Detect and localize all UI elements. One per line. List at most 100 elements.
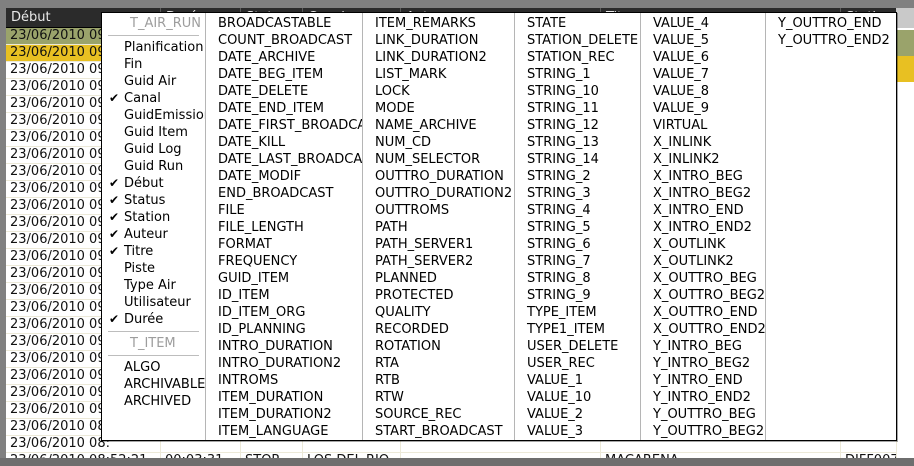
menu-item[interactable]: ITEM_DURATION2 [206,406,362,423]
menu-item[interactable]: FREQUENCY [206,253,362,270]
menu-item[interactable]: VIRTUAL [641,117,765,134]
menu-item[interactable]: QUALITY [363,304,514,321]
menu-item[interactable]: X_INTRO_BEG2 [641,185,765,202]
menu-item[interactable]: Fin [102,56,205,73]
menu-item[interactable]: STATION_DELETE [515,32,640,49]
menu-item[interactable]: X_OUTTRO_END2 [641,321,765,338]
menu-item[interactable]: VALUE_5 [641,32,765,49]
menu-item[interactable]: ARCHIVABLE [102,376,205,393]
menu-item[interactable]: PROTECTED [363,287,514,304]
menu-item[interactable]: ✔ Titre [102,243,205,260]
menu-item[interactable]: VALUE_10 [515,389,640,406]
menu-item[interactable]: PATH [363,219,514,236]
menu-item[interactable]: VALUE_3 [515,423,640,440]
menu-item[interactable]: RTW [363,389,514,406]
menu-item[interactable]: Y_OUTTRO_END [766,15,894,32]
menu-item[interactable]: STRING_14 [515,151,640,168]
menu-item[interactable]: DATE_MODIF [206,168,362,185]
menu-item[interactable]: STRING_6 [515,236,640,253]
menu-item[interactable]: ITEM_LANGUAGE [206,423,362,440]
menu-item[interactable]: GUID_ITEM [206,270,362,287]
menu-item[interactable]: STRING_13 [515,134,640,151]
menu-item[interactable]: STRING_8 [515,270,640,287]
menu-item[interactable]: USER_REC [515,355,640,372]
menu-item[interactable]: DATE_LAST_BROADCAS [206,151,362,168]
menu-item[interactable]: Y_OUTTRO_END2 [766,32,894,49]
menu-item[interactable]: X_OUTTRO_END [641,304,765,321]
menu-item[interactable]: Y_INTRO_BEG2 [641,355,765,372]
menu-item[interactable]: RTA [363,355,514,372]
menu-item[interactable]: GuidEmission [102,107,205,124]
menu-item[interactable]: X_INTRO_BEG [641,168,765,185]
menu-item[interactable]: INTRO_DURATION2 [206,355,362,372]
menu-item[interactable]: X_OUTTRO_BEG [641,270,765,287]
menu-item[interactable]: ✔ Station [102,209,205,226]
menu-item[interactable]: STRING_3 [515,185,640,202]
menu-item[interactable]: ID_ITEM [206,287,362,304]
menu-item[interactable]: OUTTRO_DURATION2 [363,185,514,202]
menu-item[interactable]: RECORDED [363,321,514,338]
menu-item[interactable]: LINK_DURATION2 [363,49,514,66]
menu-item[interactable]: FILE_LENGTH [206,219,362,236]
menu-item[interactable]: STATION_REC [515,49,640,66]
menu-item[interactable]: ARCHIVED [102,393,205,410]
menu-item[interactable]: END_BROADCAST [206,185,362,202]
menu-item[interactable]: DATE_KILL [206,134,362,151]
menu-item[interactable]: STRING_10 [515,83,640,100]
menu-item[interactable]: Guid Air [102,73,205,90]
menu-item[interactable]: X_OUTLINK2 [641,253,765,270]
menu-item[interactable]: VALUE_9 [641,100,765,117]
menu-item[interactable]: STRING_7 [515,253,640,270]
menu-item[interactable]: VALUE_6 [641,49,765,66]
menu-item[interactable]: DATE_FIRST_BROADCA [206,117,362,134]
menu-item[interactable]: VALUE_8 [641,83,765,100]
menu-item[interactable]: ID_PLANNING [206,321,362,338]
menu-item[interactable]: STRING_1 [515,66,640,83]
menu-item[interactable]: Y_INTRO_BEG [641,338,765,355]
menu-item[interactable]: Y_OUTTRO_BEG2 [641,423,765,440]
menu-item[interactable]: ROTATION [363,338,514,355]
menu-item[interactable]: STRING_9 [515,287,640,304]
menu-item[interactable]: Guid Item [102,124,205,141]
menu-item[interactable]: VALUE_2 [515,406,640,423]
table-row[interactable]: 23/06/2010 08: [6,436,908,453]
menu-item[interactable]: ALGO [102,359,205,376]
menu-item[interactable]: X_OUTTRO_BEG2 [641,287,765,304]
menu-item[interactable]: LINK_DURATION [363,32,514,49]
menu-item[interactable]: DATE_BEG_ITEM [206,66,362,83]
menu-item[interactable]: PLANNED [363,270,514,287]
menu-item[interactable]: VALUE_4 [641,15,765,32]
menu-item[interactable]: X_INLINK2 [641,151,765,168]
menu-item[interactable]: MODE [363,100,514,117]
menu-item[interactable]: BROADCASTABLE [206,15,362,32]
menu-item[interactable]: Planification [102,39,205,56]
menu-item[interactable]: FILE [206,202,362,219]
menu-item[interactable]: SOURCE_REC [363,406,514,423]
menu-item[interactable]: FORMAT [206,236,362,253]
menu-item[interactable]: Guid Log [102,141,205,158]
menu-item[interactable]: STRING_4 [515,202,640,219]
menu-item[interactable]: TYPE_ITEM [515,304,640,321]
menu-item[interactable]: USER_DELETE [515,338,640,355]
menu-item[interactable]: STRING_5 [515,219,640,236]
menu-item[interactable]: VALUE_7 [641,66,765,83]
menu-item[interactable]: LIST_MARK [363,66,514,83]
menu-item[interactable]: NAME_ARCHIVE [363,117,514,134]
menu-item[interactable]: DATE_ARCHIVE [206,49,362,66]
menu-item[interactable]: NUM_CD [363,134,514,151]
menu-item[interactable]: ✔ Début [102,175,205,192]
menu-item[interactable]: OUTTROMS [363,202,514,219]
menu-item[interactable]: ✔ Status [102,192,205,209]
menu-item[interactable]: LOCK [363,83,514,100]
menu-item[interactable]: STRING_11 [515,100,640,117]
menu-item[interactable]: INTROMS [206,372,362,389]
menu-item[interactable]: DATE_DELETE [206,83,362,100]
menu-item[interactable]: NUM_SELECTOR [363,151,514,168]
menu-item[interactable]: Y_INTRO_END2 [641,389,765,406]
menu-item[interactable]: STRING_2 [515,168,640,185]
menu-item[interactable]: Piste [102,260,205,277]
menu-item[interactable]: X_INTRO_END [641,202,765,219]
menu-item[interactable]: START_BROADCAST [363,423,514,440]
menu-item[interactable]: COUNT_BROADCAST [206,32,362,49]
menu-item[interactable]: X_INTRO_END2 [641,219,765,236]
